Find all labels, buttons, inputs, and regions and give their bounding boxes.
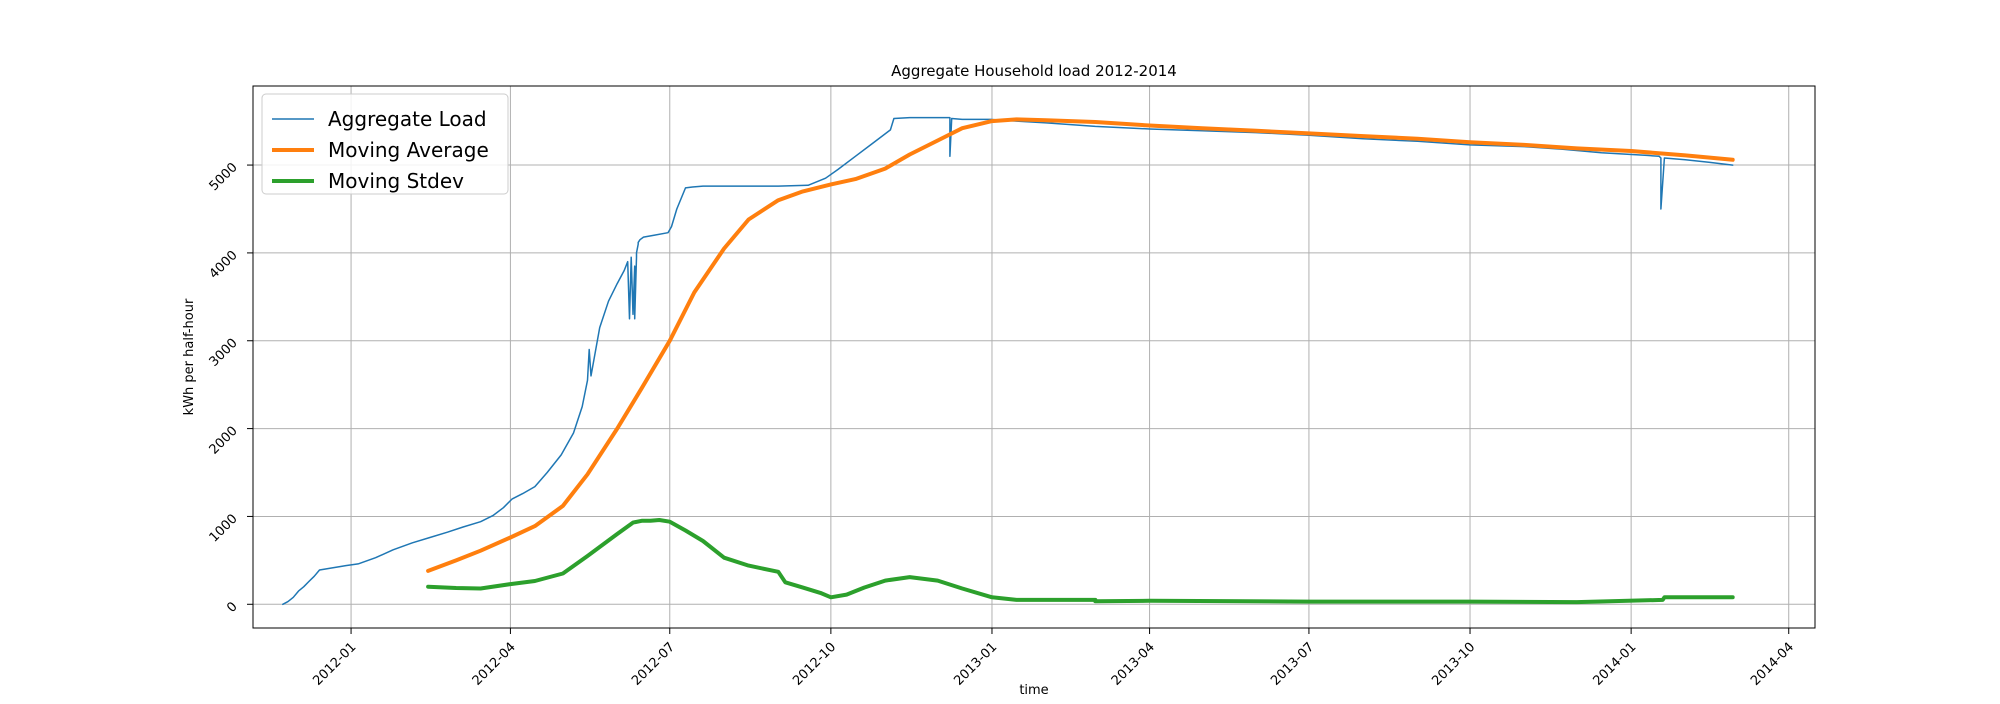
legend-label: Aggregate Load <box>328 107 487 131</box>
series-layer <box>282 116 1735 606</box>
legend-label: Moving Stdev <box>328 169 464 193</box>
series-line-aggregate-load <box>282 116 1734 606</box>
axes-frame <box>252 85 1816 629</box>
chart-title: Aggregate Household load 2012-2014 <box>891 62 1177 80</box>
series-line-moving-stdev <box>426 518 1735 605</box>
legend-frame <box>261 93 509 195</box>
series-line-moving-average <box>426 117 1735 573</box>
x-axis-label: time <box>1019 683 1048 698</box>
legend: Aggregate Load Moving Average Moving Stdev <box>261 93 509 195</box>
legend-label: Moving Average <box>328 138 489 162</box>
y-axis-label: kWh per half-hour <box>182 298 197 415</box>
grid-lines <box>253 86 1815 628</box>
